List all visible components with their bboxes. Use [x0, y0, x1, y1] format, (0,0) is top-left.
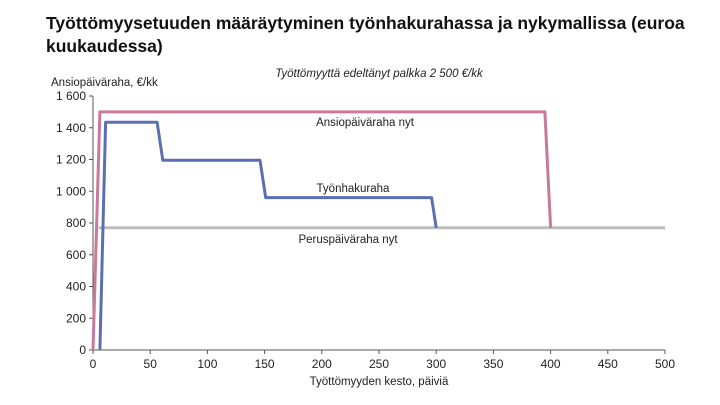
x-tick-label: 400 [541, 357, 561, 371]
y-tick-label: 200 [66, 311, 86, 325]
x-tick-label: 350 [483, 357, 503, 371]
series-line-1 [98, 120, 438, 351]
series-annotation: Työnhakuraha [317, 183, 390, 195]
x-tick-label: 50 [144, 357, 158, 371]
x-tick-label: 300 [426, 357, 446, 371]
x-tick-label: 500 [655, 357, 675, 371]
axes: 0 200 400 600 800 1 000 1 200 1 400 1 600 0 50 100 1… [56, 89, 675, 371]
series-annotation: Peruspäiväraha nyt [298, 234, 398, 246]
x-tick-label: 250 [369, 357, 389, 371]
x-tick-label: 200 [312, 357, 332, 371]
y-tick-label: 1 600 [56, 89, 86, 103]
chart-subtitle: Työttömyyttä edeltänyt palkka 2 500 €/kk [275, 68, 484, 80]
x-tick-label: 450 [598, 357, 618, 371]
x-tick-label: 0 [90, 357, 97, 371]
chart-title: Työttömyysetuuden määräytyminen työnhaku… [46, 13, 685, 56]
x-axis-label: Työttömyyden kesto, päiviä [310, 376, 449, 388]
y-tick-label: 1 000 [56, 184, 86, 198]
annotation-layer: Ansiopäiväraha nyt Työnhakuraha Peruspäivä… [298, 117, 414, 246]
y-tick-label: 800 [66, 216, 86, 230]
x-tick-label: 100 [197, 357, 217, 371]
series-layer [91, 110, 665, 351]
series-line-0 [91, 110, 553, 351]
x-tick-label: 150 [255, 357, 275, 371]
y-tick-label: 0 [79, 343, 86, 357]
y-tick-label: 600 [66, 248, 86, 262]
y-axis-label: Ansiopäiväraha, €/kk [51, 77, 158, 89]
y-tick-label: 400 [66, 280, 86, 294]
series-annotation: Ansiopäiväraha nyt [316, 117, 415, 129]
y-tick-label: 1 400 [56, 121, 86, 135]
y-tick-label: 1 200 [56, 153, 86, 167]
